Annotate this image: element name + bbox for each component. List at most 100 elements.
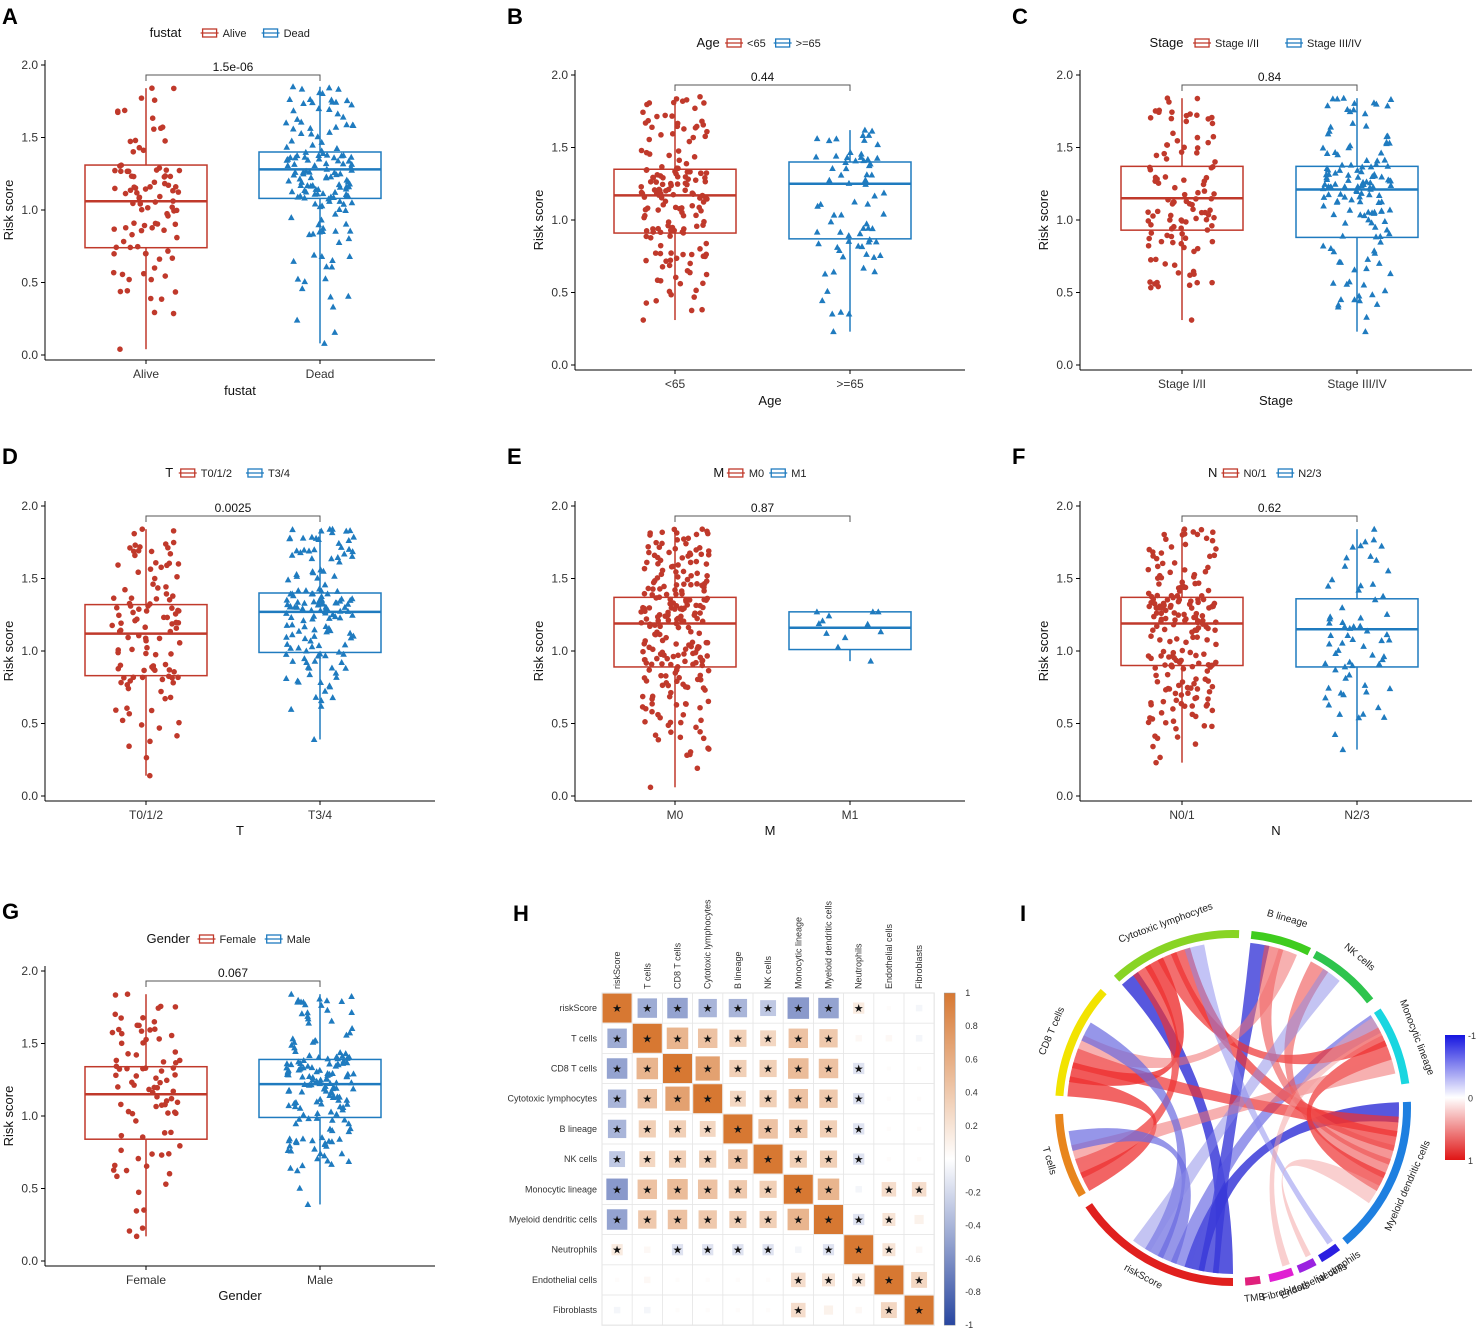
data-point: [1165, 685, 1171, 692]
y-tick-label: 0.5: [551, 717, 568, 731]
data-point: [1324, 130, 1332, 137]
data-point: [1145, 566, 1152, 573]
data-point: [316, 1095, 324, 1102]
legend-title: T: [165, 465, 173, 480]
data-point: [127, 187, 134, 194]
data-point: [1204, 637, 1210, 643]
data-point: [172, 184, 179, 190]
data-point: [1181, 611, 1187, 618]
data-point: [317, 702, 325, 709]
data-point: [288, 188, 296, 195]
data-point: [843, 154, 851, 161]
data-point: [1207, 553, 1213, 560]
data-point: [1198, 209, 1205, 216]
data-point: [301, 599, 308, 606]
data-point: [1385, 636, 1393, 643]
data-point: [837, 211, 845, 218]
data-point: [118, 620, 124, 626]
data-point: [137, 201, 144, 207]
data-point: [813, 228, 821, 235]
y-tick-label: 1.0: [1056, 213, 1073, 227]
data-point: [638, 147, 645, 154]
data-point: [1191, 271, 1197, 278]
data-point: [1160, 648, 1167, 655]
data-point: [1147, 114, 1154, 121]
data-point: [284, 155, 292, 162]
legend-label-2: >=65: [796, 38, 821, 50]
data-point: [1175, 598, 1182, 605]
data-point: [1181, 703, 1188, 709]
corr-star: ★: [793, 1215, 803, 1227]
data-point: [343, 97, 351, 104]
data-point: [1356, 297, 1363, 304]
corr-star: ★: [642, 1184, 652, 1196]
x-axis-title: Stage: [1259, 393, 1293, 408]
data-point: [1210, 529, 1216, 536]
data-point: [336, 1093, 343, 1100]
data-point: [331, 210, 339, 217]
data-point: [343, 121, 350, 128]
data-point: [1366, 191, 1373, 198]
data-point: [151, 575, 158, 582]
data-point: [1150, 743, 1156, 750]
chord-ribbon: [1068, 1128, 1191, 1264]
data-point: [688, 572, 694, 579]
data-point: [299, 1135, 307, 1142]
data-point: [683, 540, 689, 547]
data-point: [1154, 208, 1161, 215]
data-point: [311, 190, 319, 197]
data-point: [318, 1100, 325, 1107]
data-point: [340, 151, 347, 158]
data-point: [1148, 230, 1155, 236]
data-point: [1159, 560, 1166, 567]
data-point: [170, 1065, 177, 1071]
data-point: [345, 1128, 353, 1135]
data-point: [115, 562, 121, 568]
corr-star: ★: [854, 1215, 864, 1227]
data-point: [652, 631, 659, 638]
data-point: [648, 661, 655, 668]
data-point: [127, 244, 134, 251]
data-point: [343, 1096, 351, 1103]
data-point: [1362, 122, 1370, 129]
data-point: [1380, 653, 1388, 660]
data-point: [326, 682, 333, 689]
data-point: [1354, 173, 1362, 180]
data-point: [174, 573, 180, 580]
pvalue-bracket: [145, 980, 321, 987]
data-point: [1373, 556, 1380, 563]
data-point: [124, 991, 131, 997]
data-point: [656, 186, 662, 193]
data-point: [134, 190, 140, 196]
data-point: [112, 167, 118, 174]
data-point: [306, 671, 314, 678]
data-point: [1339, 232, 1346, 239]
x-axis-title: Gender: [218, 1288, 262, 1303]
corr-cell: [819, 1120, 838, 1138]
chord-ribbon: [1069, 957, 1184, 1086]
data-point: [147, 184, 153, 190]
corr-cell: [819, 1150, 838, 1168]
corr-col-label: CD8 T cells: [673, 942, 683, 989]
data-point: [146, 1086, 152, 1093]
x-tick-label: N0/1: [1169, 808, 1195, 822]
corr-star: ★: [703, 1094, 713, 1106]
data-point: [1172, 690, 1179, 697]
data-point: [693, 558, 700, 565]
data-point: [334, 157, 342, 164]
data-point: [345, 545, 353, 552]
data-point: [335, 648, 343, 655]
data-point: [124, 682, 131, 688]
data-point: [116, 1066, 123, 1072]
data-point: [133, 1118, 139, 1124]
chord-sector: [1373, 1008, 1410, 1085]
data-point: [703, 561, 710, 567]
data-point: [127, 603, 134, 609]
box-dead: [258, 83, 382, 346]
y-tick-label: 1.5: [551, 141, 568, 155]
data-point: [1325, 640, 1333, 647]
data-point: [1192, 741, 1199, 747]
data-point: [1162, 174, 1169, 180]
data-point: [293, 547, 300, 554]
